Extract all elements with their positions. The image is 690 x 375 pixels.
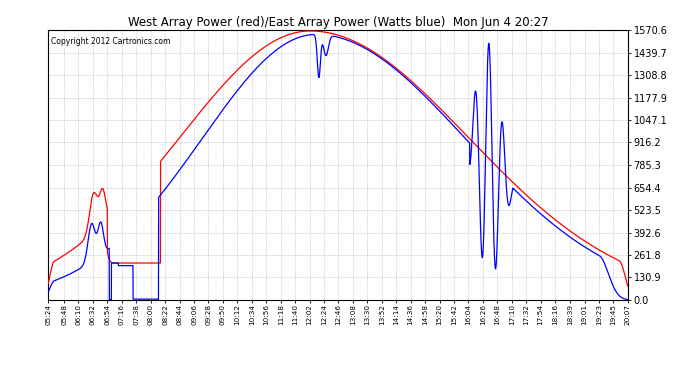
Text: Copyright 2012 Cartronics.com: Copyright 2012 Cartronics.com: [51, 37, 170, 46]
Title: West Array Power (red)/East Array Power (Watts blue)  Mon Jun 4 20:27: West Array Power (red)/East Array Power …: [128, 16, 549, 29]
